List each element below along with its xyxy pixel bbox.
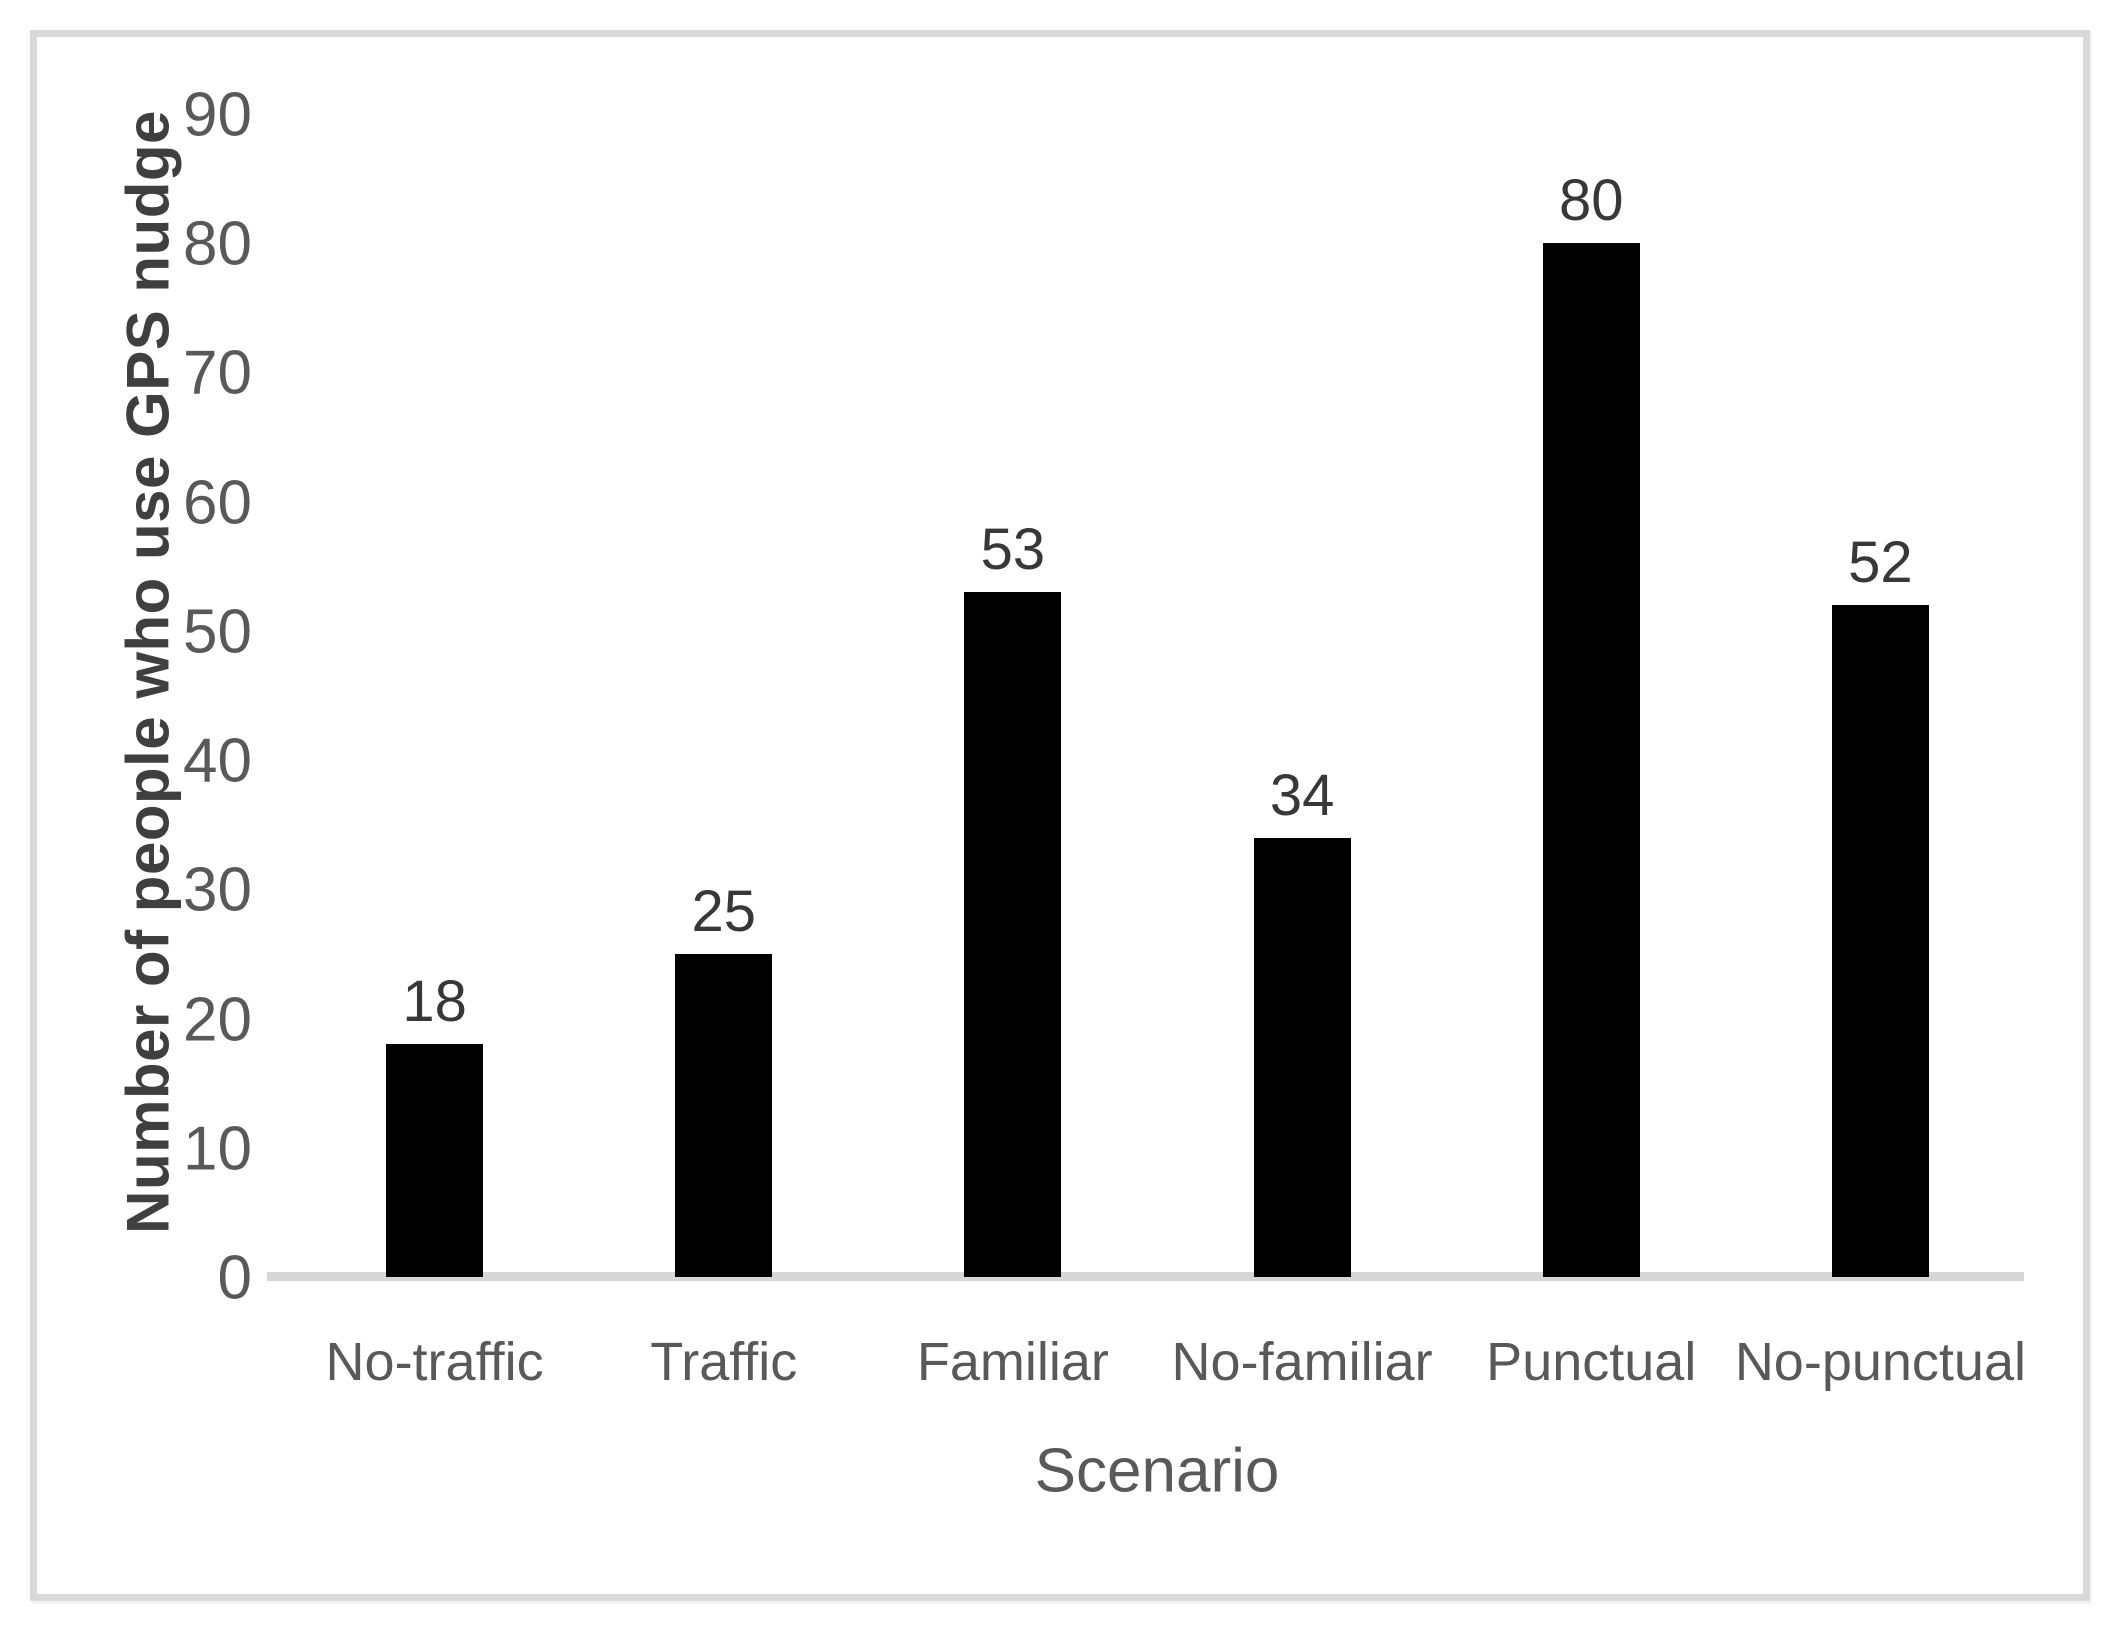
y-tick-label: 80 bbox=[183, 209, 252, 279]
y-tick-label: 60 bbox=[183, 468, 252, 538]
y-tick-label: 50 bbox=[183, 597, 252, 667]
x-category-label: No-traffic bbox=[325, 1332, 544, 1392]
bar bbox=[1831, 605, 1929, 1277]
y-tick-label: 90 bbox=[183, 80, 252, 150]
x-category-label: Familiar bbox=[916, 1332, 1109, 1392]
bar bbox=[1542, 243, 1640, 1277]
bar bbox=[1253, 837, 1351, 1277]
x-category-label: No-familiar bbox=[1171, 1332, 1433, 1392]
y-tick-label: 70 bbox=[183, 338, 252, 408]
y-tick-label: 10 bbox=[183, 1114, 252, 1184]
y-tick-label: 0 bbox=[217, 1243, 252, 1313]
bar-value-label: 53 bbox=[980, 517, 1046, 583]
y-tick-label: 30 bbox=[183, 855, 252, 925]
bar bbox=[386, 1044, 484, 1277]
bar-value-label: 80 bbox=[1558, 168, 1624, 234]
x-category-label: Punctual bbox=[1486, 1332, 1697, 1392]
x-axis-line bbox=[267, 1272, 2024, 1281]
x-category-label: Traffic bbox=[650, 1332, 798, 1392]
bar-value-label: 34 bbox=[1269, 762, 1335, 828]
bar bbox=[964, 592, 1062, 1277]
y-tick-label: 40 bbox=[183, 726, 252, 796]
x-axis-title: Scenario bbox=[1034, 1436, 1280, 1506]
bar-value-label: 52 bbox=[1848, 530, 1913, 596]
bar bbox=[675, 953, 773, 1277]
bar-value-label: 18 bbox=[402, 969, 467, 1035]
y-tick-label: 20 bbox=[183, 985, 252, 1055]
x-category-label: No-punctual bbox=[1734, 1332, 2026, 1392]
bar-value-label: 25 bbox=[691, 878, 757, 944]
